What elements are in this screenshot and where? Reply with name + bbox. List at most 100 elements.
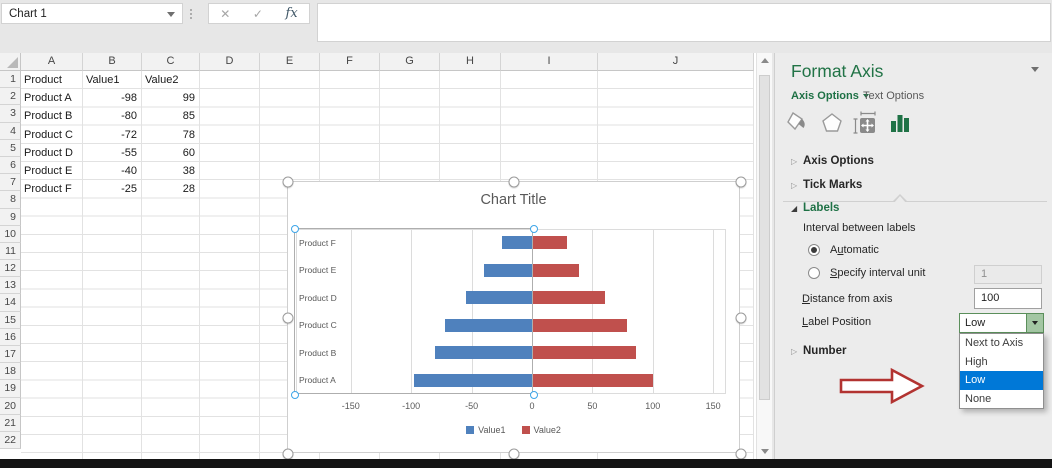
row-header[interactable]: 6 <box>0 156 21 175</box>
bar-segment[interactable] <box>483 263 532 277</box>
column-header[interactable]: A <box>21 53 83 71</box>
grid-cell[interactable]: 38 <box>182 165 195 177</box>
radio-automatic[interactable] <box>808 244 820 256</box>
grid-cell[interactable]: 85 <box>182 110 195 123</box>
insert-function-icon[interactable]: fx <box>285 6 298 21</box>
axis-selection-handle[interactable] <box>530 391 538 399</box>
row-header[interactable]: 18 <box>0 363 21 381</box>
collapsed-triangle-icon[interactable]: ▷ <box>791 181 798 190</box>
dropdown-arrow-button[interactable] <box>1026 314 1043 332</box>
grid-cell[interactable]: Product F <box>24 183 72 196</box>
chart-options-icon[interactable] <box>887 110 913 136</box>
dropdown-option[interactable]: Next to Axis <box>965 337 1024 349</box>
bar-segment[interactable] <box>533 346 636 360</box>
grid-cell[interactable]: Value2 <box>145 74 179 86</box>
axis-selection-handle[interactable] <box>291 225 299 233</box>
chart-handle[interactable] <box>282 448 294 460</box>
bar-segment[interactable] <box>435 346 532 360</box>
collapse-pane-chevron-icon[interactable] <box>1031 67 1039 72</box>
collapsed-triangle-icon[interactable]: ▷ <box>791 157 798 166</box>
row-header[interactable]: 7 <box>0 174 21 192</box>
chart-handle[interactable] <box>508 448 520 460</box>
column-header[interactable]: C <box>142 53 200 71</box>
row-header[interactable]: 15 <box>0 311 21 329</box>
name-box[interactable]: Chart 1 <box>1 3 183 24</box>
name-box-dropdown-icon[interactable] <box>167 12 175 17</box>
grid-cell[interactable]: -72 <box>121 128 137 141</box>
grid-cell[interactable]: Product A <box>24 92 72 105</box>
column-header[interactable]: H <box>440 53 501 71</box>
enter-icon[interactable]: ✓ <box>252 6 263 21</box>
distance-from-axis-input[interactable]: 100 <box>974 288 1042 309</box>
column-header[interactable]: B <box>83 53 142 71</box>
row-header[interactable]: 17 <box>0 346 21 364</box>
dropdown-option[interactable]: None <box>965 392 992 405</box>
dropdown-option[interactable]: High <box>965 355 988 368</box>
row-header[interactable]: 2 <box>0 88 21 106</box>
select-all-corner[interactable] <box>0 53 21 71</box>
column-header[interactable]: E <box>260 53 320 71</box>
chart-handle[interactable] <box>508 176 520 188</box>
section-number[interactable]: Number <box>803 345 847 357</box>
grid-cell[interactable]: Product E <box>24 165 73 177</box>
scroll-up-button[interactable] <box>757 53 773 68</box>
chart[interactable]: Chart Title -150 -100 -50 0 50 100 150 Product … <box>282 176 747 460</box>
dropdown-option[interactable]: Low <box>960 371 1043 390</box>
bar-segment[interactable] <box>533 318 628 332</box>
formula-bar-grip-icon[interactable] <box>190 9 192 11</box>
row-header[interactable]: 3 <box>0 105 21 123</box>
section-labels[interactable]: Labels <box>803 202 840 214</box>
size-properties-icon[interactable] <box>852 110 878 136</box>
column-header[interactable]: G <box>380 53 440 71</box>
bar-segment[interactable] <box>533 236 567 250</box>
grid-cell[interactable]: -55 <box>121 146 137 159</box>
row-header[interactable]: 13 <box>0 277 21 295</box>
section-axis-options[interactable]: Axis Options <box>803 155 874 167</box>
legend-item[interactable]: Value2 <box>521 425 561 435</box>
row-header[interactable]: 21 <box>0 414 21 432</box>
vertical-scrollbar[interactable] <box>756 53 772 459</box>
row-header[interactable]: 4 <box>0 122 21 140</box>
column-header[interactable]: D <box>200 53 260 71</box>
bar-segment[interactable] <box>533 291 606 305</box>
scrollbar-thumb[interactable] <box>759 75 770 400</box>
grid-cell[interactable]: Product D <box>24 146 73 159</box>
radio-automatic-label[interactable]: Automatic <box>830 244 879 256</box>
scroll-down-button[interactable] <box>757 444 773 459</box>
label-position-dropdown[interactable]: Low <box>959 313 1044 333</box>
chart-legend[interactable]: Value1 Value2 <box>288 425 739 435</box>
effects-icon[interactable] <box>819 110 845 136</box>
row-header[interactable]: 22 <box>0 431 21 450</box>
row-header[interactable]: 10 <box>0 225 21 243</box>
interval-unit-input[interactable]: 1 <box>974 265 1042 284</box>
chart-handle[interactable] <box>282 176 294 188</box>
row-header[interactable]: 5 <box>0 139 21 157</box>
tab-axis-options[interactable]: Axis Options <box>791 90 869 102</box>
row-header[interactable]: 16 <box>0 328 21 346</box>
tab-text-options[interactable]: Text Options <box>863 90 925 102</box>
cancel-icon[interactable]: ✕ <box>220 6 231 21</box>
collapsed-triangle-icon[interactable]: ▷ <box>791 347 798 356</box>
radio-specify-interval[interactable] <box>808 267 820 279</box>
chart-title[interactable]: Chart Title <box>480 192 547 208</box>
bar-segment[interactable] <box>445 318 532 332</box>
section-tick-marks[interactable]: Tick Marks <box>803 179 863 191</box>
grid-cell[interactable]: 60 <box>182 146 195 159</box>
column-header[interactable]: I <box>501 53 598 71</box>
chart-handle[interactable] <box>735 448 747 460</box>
row-header[interactable]: 9 <box>0 208 21 226</box>
row-header[interactable]: 12 <box>0 260 21 278</box>
chart-handle[interactable] <box>282 312 294 324</box>
column-header[interactable]: F <box>320 53 380 71</box>
grid-cell[interactable]: -98 <box>121 92 137 105</box>
expanded-triangle-icon[interactable]: ◢ <box>791 204 798 213</box>
chart-handle[interactable] <box>735 176 747 188</box>
formula-bar-input[interactable] <box>317 3 1051 42</box>
legend-item[interactable]: Value1 <box>466 425 506 435</box>
grid-cell[interactable]: -80 <box>121 110 137 123</box>
selected-axis-outline[interactable] <box>291 225 538 399</box>
grid-cell[interactable]: Product <box>24 74 62 86</box>
bar-segment[interactable] <box>533 373 653 387</box>
grid-cell[interactable]: -40 <box>121 165 137 177</box>
bar-segment[interactable] <box>465 291 532 305</box>
